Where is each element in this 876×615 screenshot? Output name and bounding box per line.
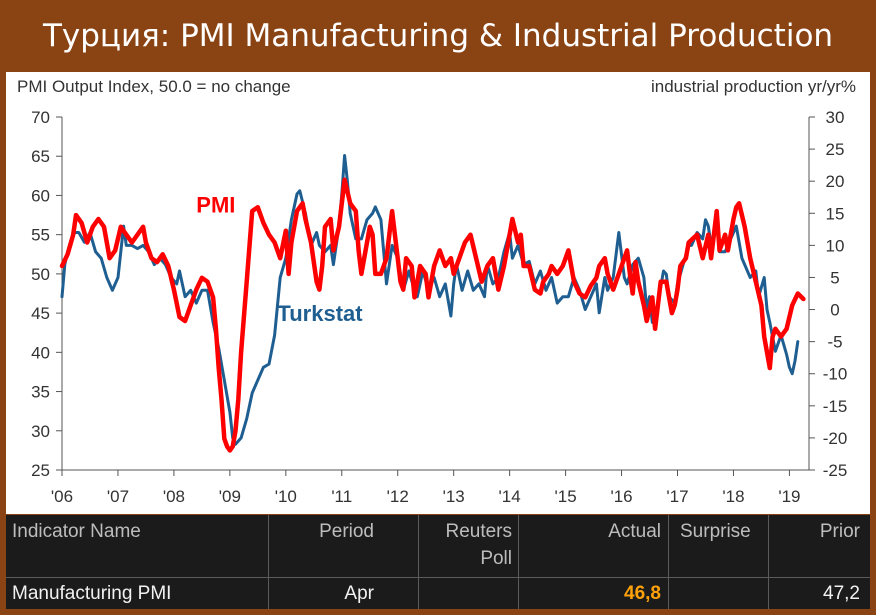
chart-header-title: Турция: PMI Manufacturing & Industrial P… [42, 18, 834, 54]
header-reuters-poll-line1: Reuters [445, 521, 512, 542]
row-actual: 46,8 [624, 583, 661, 604]
right-y-tick-label: 30 [826, 108, 845, 127]
x-tick-label: '12 [387, 487, 409, 506]
left-y-tick-label: 25 [31, 461, 50, 480]
x-tick-label: '15 [555, 487, 577, 506]
right-y-tick-label: 5 [830, 268, 839, 287]
right-y-tick-label: 20 [826, 172, 845, 191]
left-y-tick-label: 35 [31, 383, 50, 402]
x-tick-label: '09 [219, 487, 241, 506]
row-indicator-name: Manufacturing PMI [12, 583, 172, 604]
x-tick-label: '16 [610, 487, 632, 506]
row-prior: 47,2 [823, 583, 860, 604]
right-y-tick-label: -5 [827, 333, 842, 352]
left-y-tick-label: 65 [31, 147, 50, 166]
header-period: Period [319, 521, 374, 542]
left-y-tick-label: 45 [31, 304, 50, 323]
right-y-tick-label: -15 [823, 397, 848, 416]
right-axis-label: industrial production yr/yr% [651, 77, 856, 96]
row-period: Apr [344, 583, 374, 604]
right-y-tick-label: 15 [826, 204, 845, 223]
indicator-table: Indicator Name Period Reuters Poll Actua… [6, 515, 870, 609]
x-tick-label: '06 [51, 487, 73, 506]
left-y-tick-label: 55 [31, 226, 50, 245]
column-divider [518, 515, 519, 609]
x-tick-label: '17 [666, 487, 688, 506]
series-line-turkstat [60, 154, 800, 446]
x-tick-label: '11 [331, 487, 352, 506]
line-chart: PMI Output Index, 50.0 = no change indus… [17, 77, 856, 506]
right-y-tick-label: 10 [826, 236, 845, 255]
left-y-tick-label: 50 [31, 265, 50, 284]
x-tick-label: '19 [778, 487, 800, 506]
x-tick-label: '07 [107, 487, 129, 506]
left-y-tick-label: 40 [31, 343, 50, 362]
left-y-tick-label: 30 [31, 422, 50, 441]
right-y-tick-label: 25 [826, 140, 845, 159]
x-tick-label: '13 [443, 487, 465, 506]
left-axis-label: PMI Output Index, 50.0 = no change [17, 77, 291, 96]
left-y-tick-label: 60 [31, 186, 50, 205]
right-y-tick-label: -25 [823, 461, 848, 480]
right-y-tick-label: -20 [823, 429, 848, 448]
header-prior: Prior [819, 521, 860, 542]
right-y-tick-label: 0 [830, 301, 839, 320]
x-tick-label: '08 [163, 487, 185, 506]
header-surprise: Surprise [680, 521, 751, 542]
header-actual: Actual [608, 521, 661, 542]
series-line-pmi [59, 177, 806, 453]
column-divider [668, 515, 669, 609]
x-tick-label: '18 [722, 487, 744, 506]
chart-panel: PMI Output Index, 50.0 = no change indus… [6, 72, 870, 514]
table-header-divider [6, 577, 870, 578]
x-tick-label: '10 [275, 487, 297, 506]
column-divider [418, 515, 419, 609]
column-divider [268, 515, 269, 609]
series-label-turkstat: Turkstat [277, 301, 363, 326]
column-divider [768, 515, 769, 609]
x-tick-label: '14 [499, 487, 521, 506]
series-label-pmi: PMI [196, 193, 235, 218]
left-y-tick-label: 70 [31, 108, 50, 127]
header-reuters-poll-line2: Poll [480, 548, 512, 569]
header-indicator-name: Indicator Name [12, 521, 141, 542]
right-y-tick-label: -10 [823, 365, 848, 384]
